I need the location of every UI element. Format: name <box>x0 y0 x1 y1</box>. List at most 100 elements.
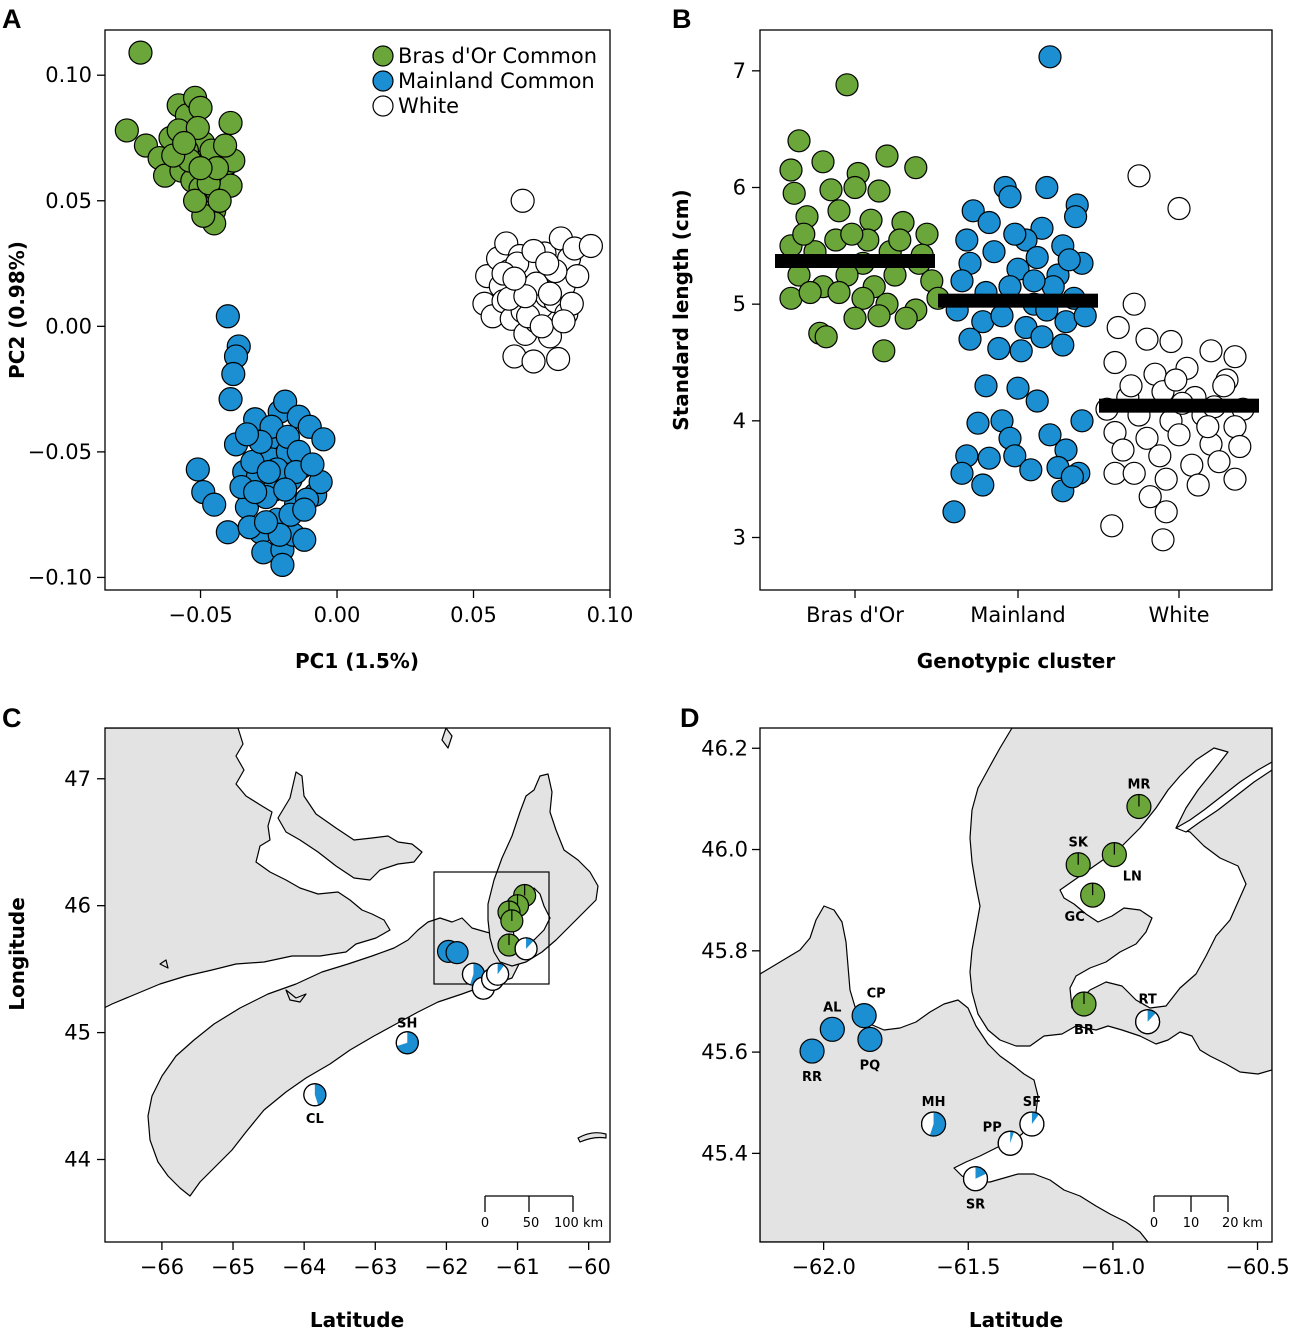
point-a-mainland-common <box>202 492 227 517</box>
point-a-mainland-common <box>218 387 243 412</box>
point-b-bras-d-or <box>872 339 896 363</box>
point-b-bras-d-or <box>782 181 806 205</box>
site-c-sh-slice <box>396 1031 419 1054</box>
point-a-white <box>535 251 560 276</box>
scale-bar-d: 0 10 20 km <box>1150 1195 1263 1231</box>
legend-a: Bras d'Or Common Mainland Common White <box>372 44 597 118</box>
x-tick-label-d: −60.5 <box>1225 1255 1289 1279</box>
point-b-mainland <box>958 327 982 351</box>
y-tick-label-d: 46.0 <box>701 838 748 862</box>
site-d-cp-fill <box>851 1003 877 1029</box>
point-b-white <box>1167 423 1191 447</box>
y-tick-label-b: 7 <box>733 59 746 83</box>
point-a-mainland-common <box>215 520 240 545</box>
point-a-white <box>551 309 576 334</box>
point-a-mainland-common <box>234 422 260 447</box>
y-tick-label-a: 0.05 <box>45 189 92 213</box>
point-b-mainland <box>1051 333 1075 357</box>
point-b-mainland <box>1038 423 1062 447</box>
point-a-bras-d-or-common <box>188 95 213 120</box>
x-tick-label-c: −66 <box>140 1255 184 1279</box>
site-label-d-ln: LN <box>1123 870 1142 885</box>
point-b-mainland <box>1025 389 1049 413</box>
plot-b-means <box>775 254 1259 413</box>
x-tick-label-c: −64 <box>282 1255 326 1279</box>
panel-letter-d: D <box>680 703 700 733</box>
point-b-bras-d-or <box>843 175 867 200</box>
site-c-11 <box>486 962 510 986</box>
site-d-mh <box>920 1111 947 1137</box>
map-d-frame <box>759 727 1273 1243</box>
y-tick-label-d: 46.2 <box>701 736 748 760</box>
legend-marker-mainland <box>372 70 394 92</box>
point-b-bras-d-or <box>904 156 928 180</box>
panel-a: A −0.05 0.00 0.05 0.10 −0.10 −0.05 0.00 0.05 0.1… <box>2 4 633 673</box>
plot-b-points <box>779 45 1255 552</box>
site-label-d-sr: SR <box>966 1198 985 1213</box>
point-b-white <box>1135 327 1159 351</box>
y-tick-label-d: 45.6 <box>701 1040 748 1064</box>
point-b-bras-d-or <box>787 129 811 153</box>
point-b-bras-d-or <box>819 178 843 202</box>
site-d-gc <box>1080 882 1106 908</box>
point-b-white <box>1223 345 1247 369</box>
point-b-white <box>1186 473 1210 497</box>
mean-bar-white <box>1099 398 1259 413</box>
point-b-white <box>1151 528 1175 552</box>
map-d-sites: MR LN SK GC BR RT AL CP PQ RR MH SF PP SR <box>799 777 1161 1213</box>
point-b-white <box>1111 438 1135 462</box>
y-tick-label-a: −0.05 <box>28 440 92 464</box>
x-axis-title-b: Genotypic cluster <box>917 649 1116 673</box>
point-b-bras-d-or <box>915 222 939 246</box>
point-a-bras-d-or-common <box>207 188 232 213</box>
x-tick-label-c: −61 <box>495 1255 539 1279</box>
mean-bar-bras-d-or <box>775 254 935 268</box>
point-a-bras-d-or-common <box>128 40 153 65</box>
site-d-mr <box>1126 793 1152 820</box>
site-label-d-pq: PQ <box>860 1058 881 1073</box>
x-tick-label-d: −61.0 <box>1081 1255 1145 1279</box>
x-tick-label-b: White <box>1148 603 1209 627</box>
site-d-sf-slice <box>1031 1112 1039 1125</box>
point-a-mainland-common <box>300 452 325 477</box>
point-b-white <box>1119 374 1143 398</box>
point-a-mainland-common <box>270 552 295 577</box>
point-b-bras-d-or <box>792 222 816 246</box>
point-a-mainland-common <box>256 459 281 485</box>
point-b-mainland <box>1030 325 1054 349</box>
site-label-d-pp: PP <box>983 1120 1002 1135</box>
point-b-mainland <box>1006 376 1030 400</box>
legend-label-white: White <box>398 94 459 118</box>
scale-bar-c: 0 50 100 km <box>481 1195 603 1231</box>
x-tick-label-a: 0.10 <box>587 603 634 627</box>
plot-a-axes: −0.05 0.00 0.05 0.10 −0.10 −0.05 0.00 0.05 0.10 <box>28 63 634 627</box>
x-tick-label-c: −62 <box>424 1255 468 1279</box>
scale-c-50: 50 <box>523 1216 540 1231</box>
site-label-d-br: BR <box>1074 1023 1094 1038</box>
point-b-white <box>1223 415 1247 439</box>
point-b-mainland <box>1073 304 1097 328</box>
point-b-mainland <box>961 199 985 223</box>
point-b-bras-d-or <box>875 144 899 168</box>
point-b-mainland <box>974 374 998 398</box>
site-c-11-slice <box>497 963 505 975</box>
point-b-white <box>1122 461 1146 485</box>
point-b-mainland <box>1070 409 1094 433</box>
site-d-rt-slice <box>1147 1009 1156 1022</box>
point-b-bras-d-or <box>867 179 891 203</box>
site-d-br <box>1071 991 1097 1017</box>
point-a-white <box>513 284 538 309</box>
map-c-frame <box>104 727 611 1243</box>
point-a-mainland-common <box>185 457 210 482</box>
site-c-5-slice <box>526 937 534 949</box>
point-b-white <box>1167 196 1191 221</box>
point-a-mainland-common <box>243 479 268 505</box>
site-label-d-rt: RT <box>1138 993 1156 1008</box>
point-b-white <box>1164 368 1188 392</box>
point-a-mainland-common <box>221 361 246 387</box>
site-c-sh-outline <box>395 1031 419 1055</box>
point-b-bras-d-or <box>851 286 875 310</box>
site-d-sk <box>1065 852 1091 878</box>
y-tick-label-c: 45 <box>64 1021 91 1045</box>
land-island-1 <box>159 959 169 969</box>
